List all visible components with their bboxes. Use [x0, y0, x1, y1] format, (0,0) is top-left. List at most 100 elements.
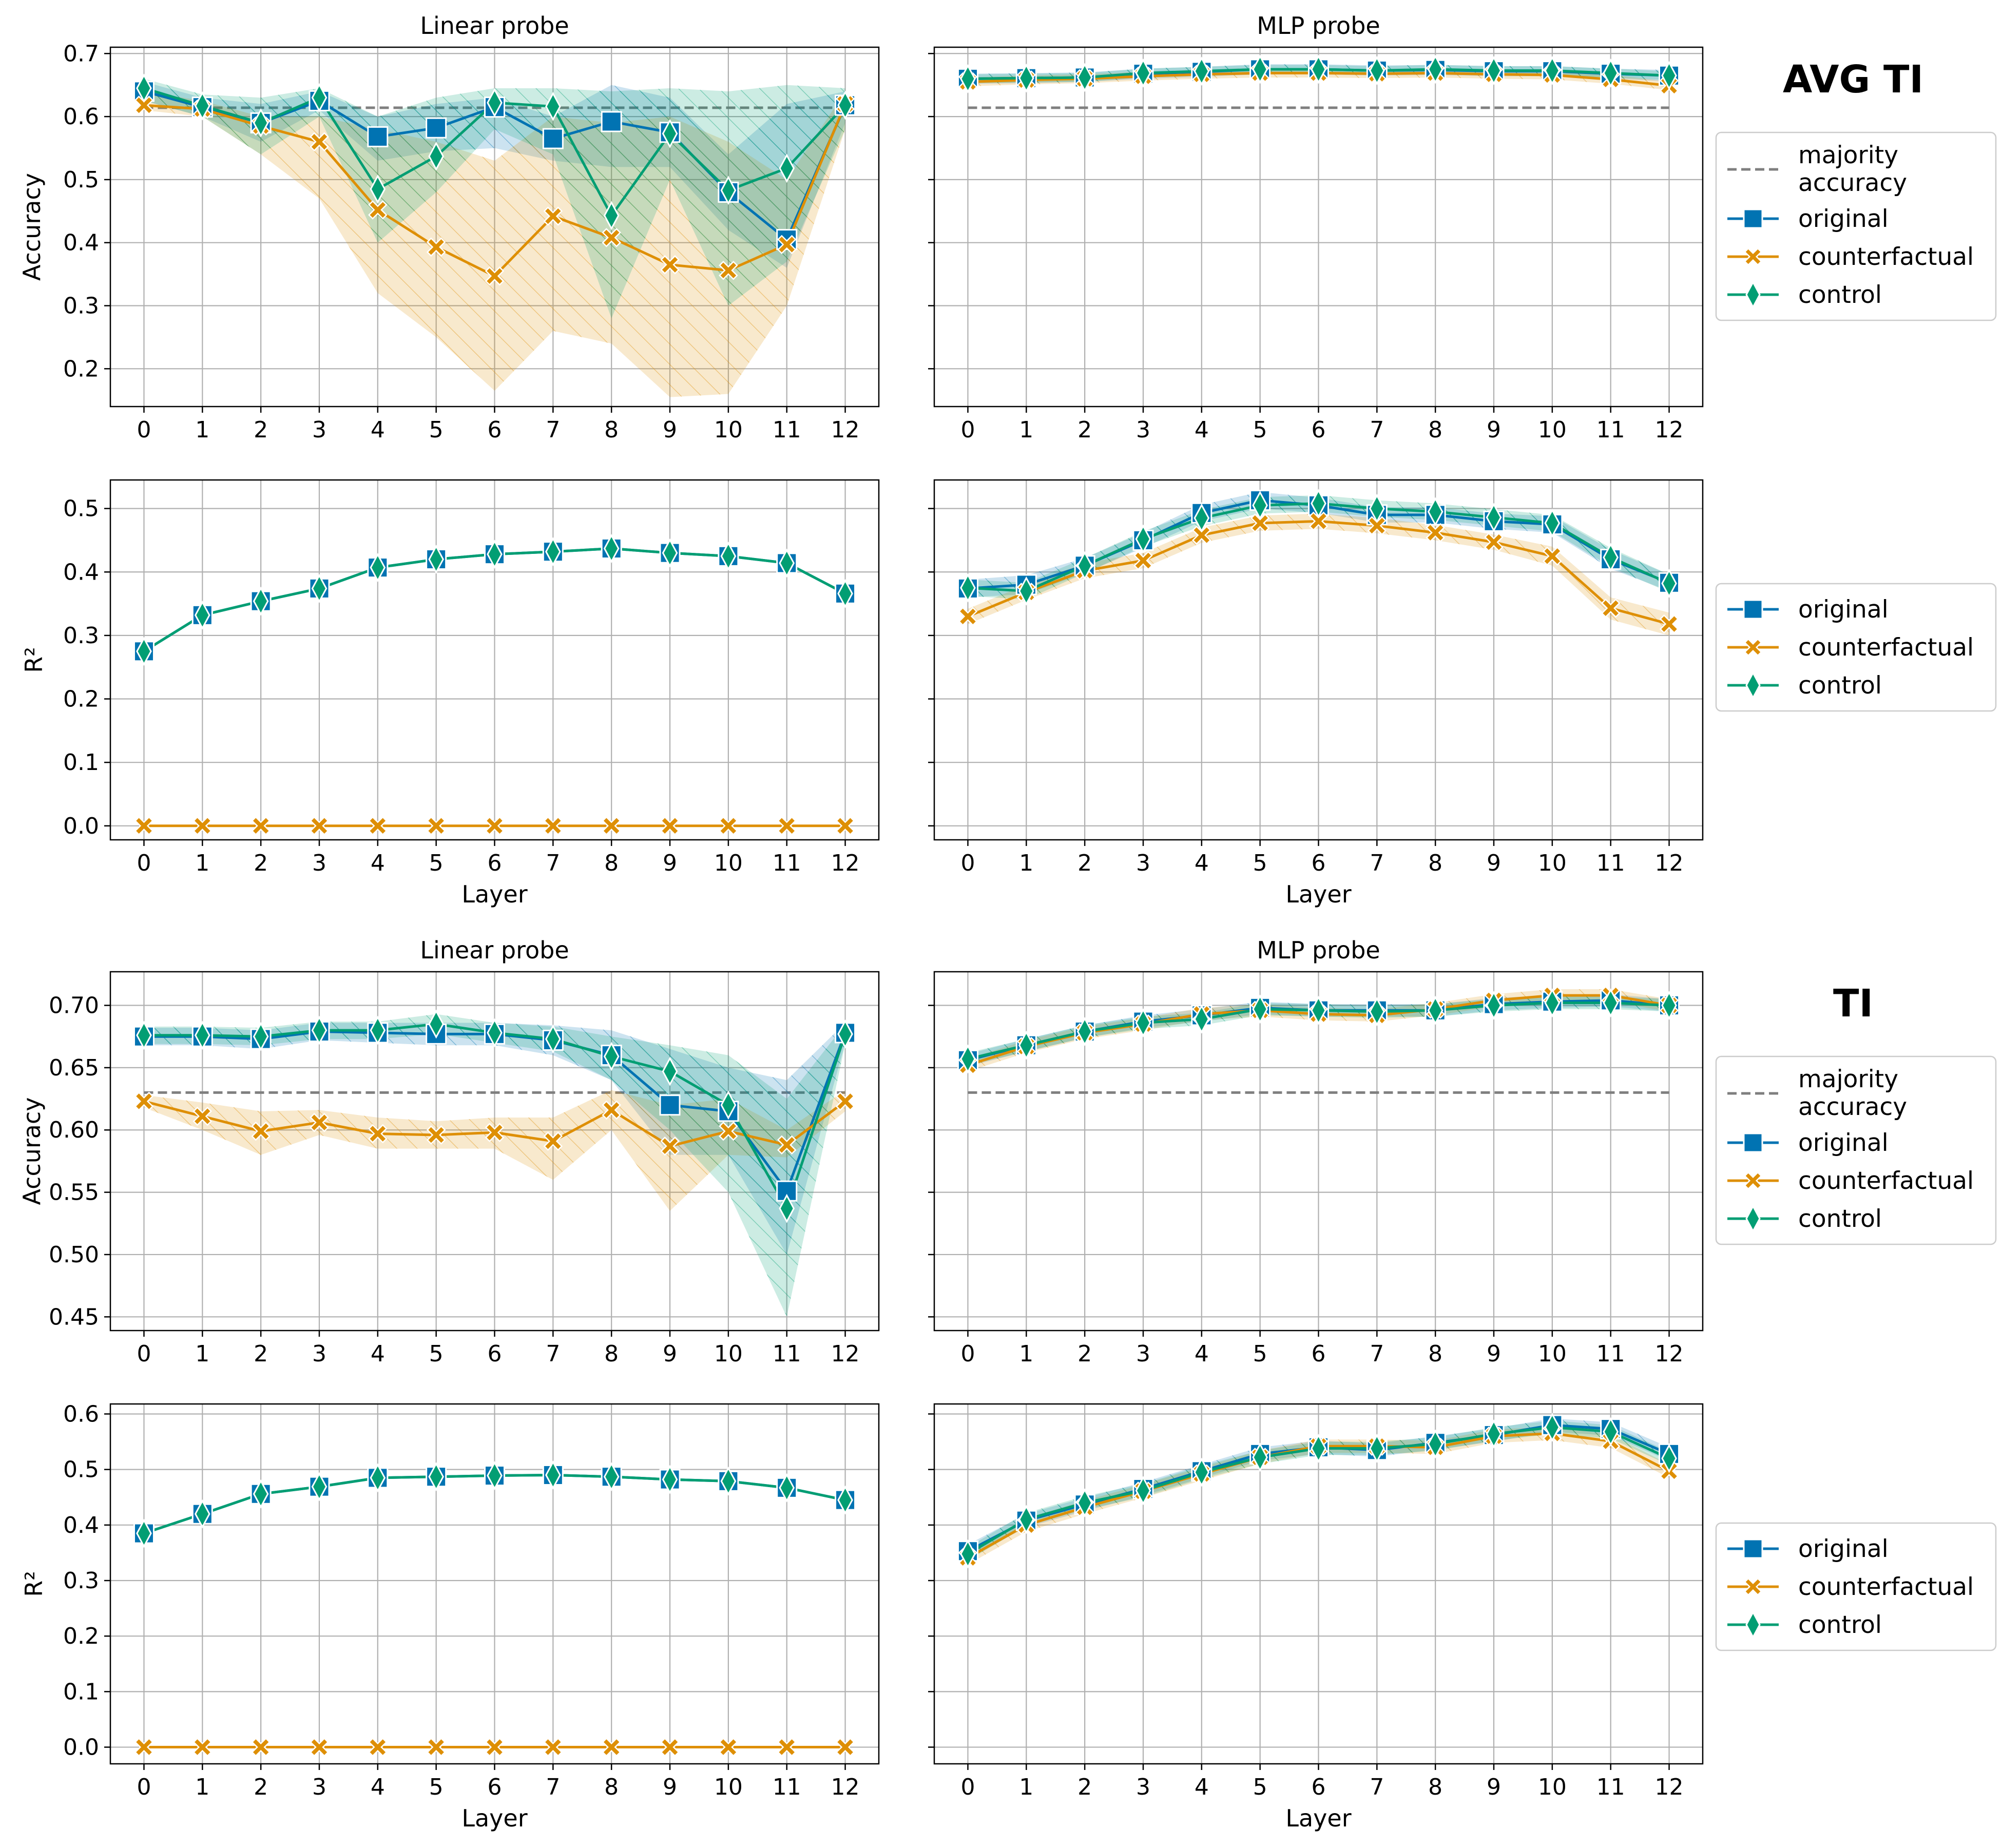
- x-tick-label: 8: [604, 417, 619, 443]
- point-control: [1018, 1030, 1034, 1060]
- point-control: [1544, 508, 1561, 538]
- point-control: [837, 1485, 853, 1515]
- point-counterfactual: [719, 1737, 738, 1757]
- point-counterfactual: [251, 816, 271, 836]
- point-control: [370, 553, 386, 583]
- y-axis-label: Accuracy: [18, 1097, 46, 1205]
- point-control: [136, 637, 152, 666]
- y-tick-label: 0.6: [63, 1401, 99, 1427]
- x-tick-label: 4: [371, 850, 385, 876]
- x-tick-label: 8: [1428, 417, 1442, 443]
- point-control: [194, 91, 210, 121]
- x-tick-label: 6: [488, 1774, 502, 1800]
- point-control: [1369, 55, 1385, 85]
- point-counterfactual: [602, 816, 621, 836]
- x-tick-label: 11: [773, 417, 801, 443]
- x-tick-label: 8: [604, 850, 619, 876]
- y-axis-label: R²: [20, 647, 48, 672]
- legend-marker-counterfactual: [1744, 1171, 1762, 1190]
- point-control: [1603, 1417, 1619, 1447]
- point-control: [1603, 58, 1619, 88]
- x-tick-label: 8: [604, 1774, 619, 1800]
- legend-marker-control: [1745, 671, 1761, 700]
- panel-1-1-0: 0 1 2 3 4 5 6 7 8 9 10 11 120.00.10.20.30.40.50.6Lay…: [20, 1401, 880, 1832]
- x-tick-label: 0: [960, 417, 975, 443]
- point-control: [545, 1460, 561, 1490]
- point-control: [603, 1042, 620, 1071]
- x-tick-label: 9: [663, 850, 677, 876]
- x-tick-label: 7: [1370, 1341, 1384, 1367]
- point-control: [1076, 1017, 1093, 1046]
- y-tick-label: 0.4: [63, 230, 99, 256]
- x-tick-label: 4: [1195, 1774, 1209, 1800]
- point-control: [1427, 995, 1443, 1025]
- point-control: [1018, 576, 1034, 606]
- point-control: [1369, 997, 1385, 1027]
- x-tick-label: 12: [1655, 850, 1684, 876]
- y-tick-label: 0.45: [49, 1304, 99, 1330]
- point-control: [1369, 494, 1385, 524]
- point-counterfactual: [777, 1135, 797, 1155]
- point-control: [1076, 1488, 1093, 1518]
- x-tick-label: 0: [960, 1774, 975, 1800]
- legend-marker-original: [1743, 1132, 1763, 1153]
- point-control: [1427, 497, 1443, 527]
- point-control: [1427, 1429, 1443, 1459]
- point-counterfactual: [368, 1124, 388, 1144]
- legend-label-counterfactual: counterfactual: [1798, 1167, 1974, 1195]
- point-control: [837, 1019, 853, 1049]
- y-axis-label: R²: [20, 1571, 48, 1596]
- x-tick-label: 11: [1596, 417, 1625, 443]
- y-tick-label: 0.5: [63, 496, 99, 522]
- point-counterfactual: [426, 816, 446, 836]
- x-tick-label: 0: [960, 1341, 975, 1367]
- y-tick-label: 0.2: [63, 356, 99, 382]
- legend-box: [1715, 1522, 1997, 1651]
- point-counterfactual: [426, 1737, 446, 1757]
- y-tick-label: 0.3: [63, 623, 99, 649]
- legend-marker-counterfactual: [1744, 638, 1762, 657]
- x-tick-label: 11: [1596, 1341, 1625, 1367]
- point-control: [487, 1461, 503, 1491]
- x-tick-label: 2: [1077, 1774, 1092, 1800]
- point-control: [960, 1539, 976, 1569]
- x-tick-label: 12: [1655, 1341, 1684, 1367]
- point-control: [1544, 55, 1561, 85]
- point-control: [136, 1021, 152, 1050]
- x-tick-label: 0: [137, 1341, 151, 1367]
- legend-marker-control: [1745, 1204, 1761, 1233]
- point-counterfactual: [660, 1137, 680, 1156]
- x-tick-label: 1: [195, 417, 209, 443]
- x-tick-label: 8: [1428, 850, 1442, 876]
- y-tick-label: 0.7: [63, 41, 99, 67]
- point-control: [662, 538, 678, 568]
- point-control: [253, 108, 269, 138]
- point-original: [542, 128, 564, 149]
- point-control: [662, 1056, 678, 1086]
- x-tick-label: 6: [488, 850, 502, 876]
- x-tick-label: 1: [195, 1774, 209, 1800]
- point-counterfactual: [310, 1112, 329, 1132]
- legend-label-majority: accuracy: [1798, 1093, 1907, 1121]
- point-counterfactual: [543, 816, 563, 836]
- point-original: [367, 126, 389, 147]
- point-counterfactual: [134, 1091, 154, 1111]
- point-counterfactual: [426, 237, 446, 257]
- point-control: [1369, 1434, 1385, 1464]
- point-counterfactual: [777, 1737, 797, 1757]
- point-counterfactual: [310, 816, 329, 836]
- point-control: [1486, 503, 1502, 532]
- legend-label-control: control: [1798, 281, 1882, 309]
- panel-0-0-0: 0 1 2 3 4 5 6 7 8 9 10 11 120.20.30.40.50.60.7Linear…: [18, 12, 880, 443]
- point-control: [545, 537, 561, 567]
- y-tick-label: 0.1: [63, 1679, 99, 1705]
- panel-title: Linear probe: [420, 936, 569, 964]
- point-control: [1135, 1008, 1151, 1037]
- point-control: [1076, 63, 1093, 92]
- point-control: [779, 548, 795, 578]
- x-tick-label: 12: [831, 1774, 860, 1800]
- point-counterfactual: [368, 816, 388, 836]
- legend-label-original: original: [1798, 1535, 1889, 1563]
